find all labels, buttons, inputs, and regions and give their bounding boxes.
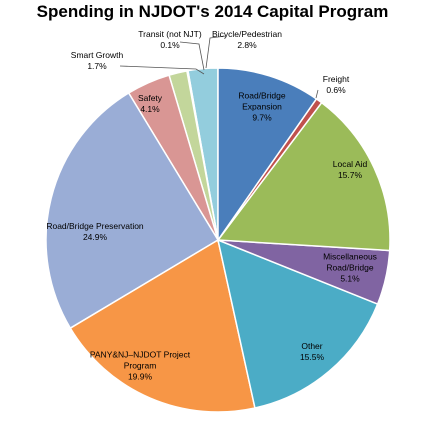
pie-slice: [216, 238, 379, 409]
slice-label: PANY&NJ–NJDOT Project Program 19.9%: [80, 350, 200, 383]
value-label: 5.1%: [340, 273, 360, 284]
value-label: 2.8%: [237, 40, 257, 50]
slice-label: Road/Bridge Expansion 9.7%: [231, 91, 293, 124]
slice-label: Miscellaneous Road/Bridge 5.1%: [315, 252, 385, 285]
leader-line: [205, 35, 227, 69]
category-label: Smart Growth: [70, 50, 124, 60]
pie-slice: [69, 238, 256, 413]
slice-label: Road/Bridge Preservation 24.9%: [15, 221, 175, 243]
pie-slice: [45, 91, 220, 330]
slice-label: Transit (not NJT) 0.1%: [135, 29, 205, 51]
value-label: 19.9%: [127, 371, 153, 382]
leader-line: [315, 89, 319, 99]
value-label: 0.6%: [326, 85, 346, 95]
slice-label: Safety 4.1%: [130, 93, 170, 115]
chart-title: Spending in NJDOT's 2014 Capital Program: [36, 2, 389, 21]
value-label: 15.5%: [299, 352, 325, 362]
category-label: Local Aid: [332, 159, 368, 169]
leader-line: [119, 65, 205, 75]
value-label: 24.9%: [82, 232, 108, 242]
value-label: 0.1%: [160, 40, 180, 50]
category-label: Other: [301, 341, 323, 351]
category-label: Road/Bridge Preservation: [46, 221, 144, 231]
pie-slice: [216, 101, 391, 252]
category-label: Bicycle/Pedestrian: [212, 29, 282, 39]
leader-lines: [119, 35, 319, 99]
category-label: Safety: [137, 93, 163, 103]
category-label: Miscellaneous Road/Bridge: [323, 251, 377, 273]
category-label: Freight: [322, 74, 350, 84]
slice-label: Freight 0.6%: [316, 74, 356, 96]
value-label: 9.7%: [252, 112, 272, 123]
value-label: 1.7%: [87, 61, 107, 71]
slice-label: Local Aid 15.7%: [320, 159, 380, 181]
value-label: 4.1%: [140, 104, 160, 114]
slice-label: Smart Growth 1.7%: [62, 50, 132, 72]
category-label: Transit (not NJT): [138, 29, 202, 39]
category-label: Road/Bridge Expansion: [238, 90, 286, 112]
slice-label: Bicycle/Pedestrian 2.8%: [202, 29, 292, 51]
category-label: PANY&NJ–NJDOT Project Program: [89, 349, 191, 371]
pie-slice: [217, 67, 318, 243]
value-label: 15.7%: [337, 170, 363, 180]
slice-label: Other 15.5%: [287, 341, 337, 363]
leader-line: [179, 41, 205, 71]
